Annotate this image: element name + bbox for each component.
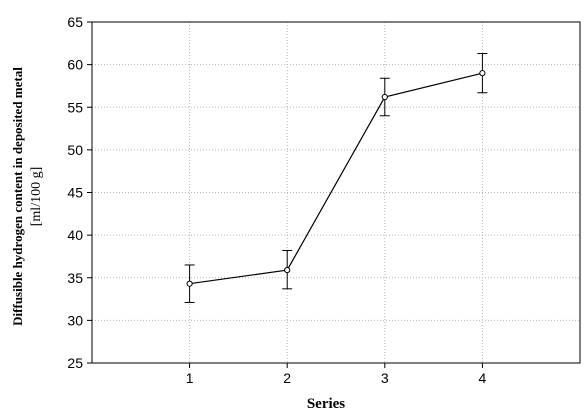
y-tick-label: 45 xyxy=(67,185,83,201)
y-tick-label: 40 xyxy=(67,227,83,243)
y-axis-unit: [ml/100 g] xyxy=(29,167,44,227)
y-axis-title: Diffusible hydrogen content in deposited… xyxy=(10,67,25,326)
y-tick-label: 60 xyxy=(67,57,83,73)
x-axis: 1 2 3 4 xyxy=(186,363,487,386)
y-tick-label: 50 xyxy=(67,142,83,158)
y-axis: 25 30 35 40 45 50 55 60 65 xyxy=(67,14,92,371)
series xyxy=(184,53,488,303)
y-tick-label: 55 xyxy=(67,99,83,115)
grid xyxy=(92,22,580,363)
x-tick-label: 4 xyxy=(479,370,487,386)
data-point xyxy=(381,93,388,101)
x-tick-label: 3 xyxy=(381,370,389,386)
y-tick-label: 65 xyxy=(67,14,83,30)
y-tick-label: 30 xyxy=(67,312,83,328)
y-tick-label: 25 xyxy=(67,355,83,371)
data-point xyxy=(186,280,193,287)
x-tick-label: 1 xyxy=(186,370,194,386)
y-tick-label: 35 xyxy=(67,270,83,286)
data-point xyxy=(479,70,486,77)
series-line xyxy=(189,72,483,285)
x-axis-title: Series xyxy=(307,396,345,412)
data-point xyxy=(284,266,291,274)
x-tick-label: 2 xyxy=(283,370,291,386)
